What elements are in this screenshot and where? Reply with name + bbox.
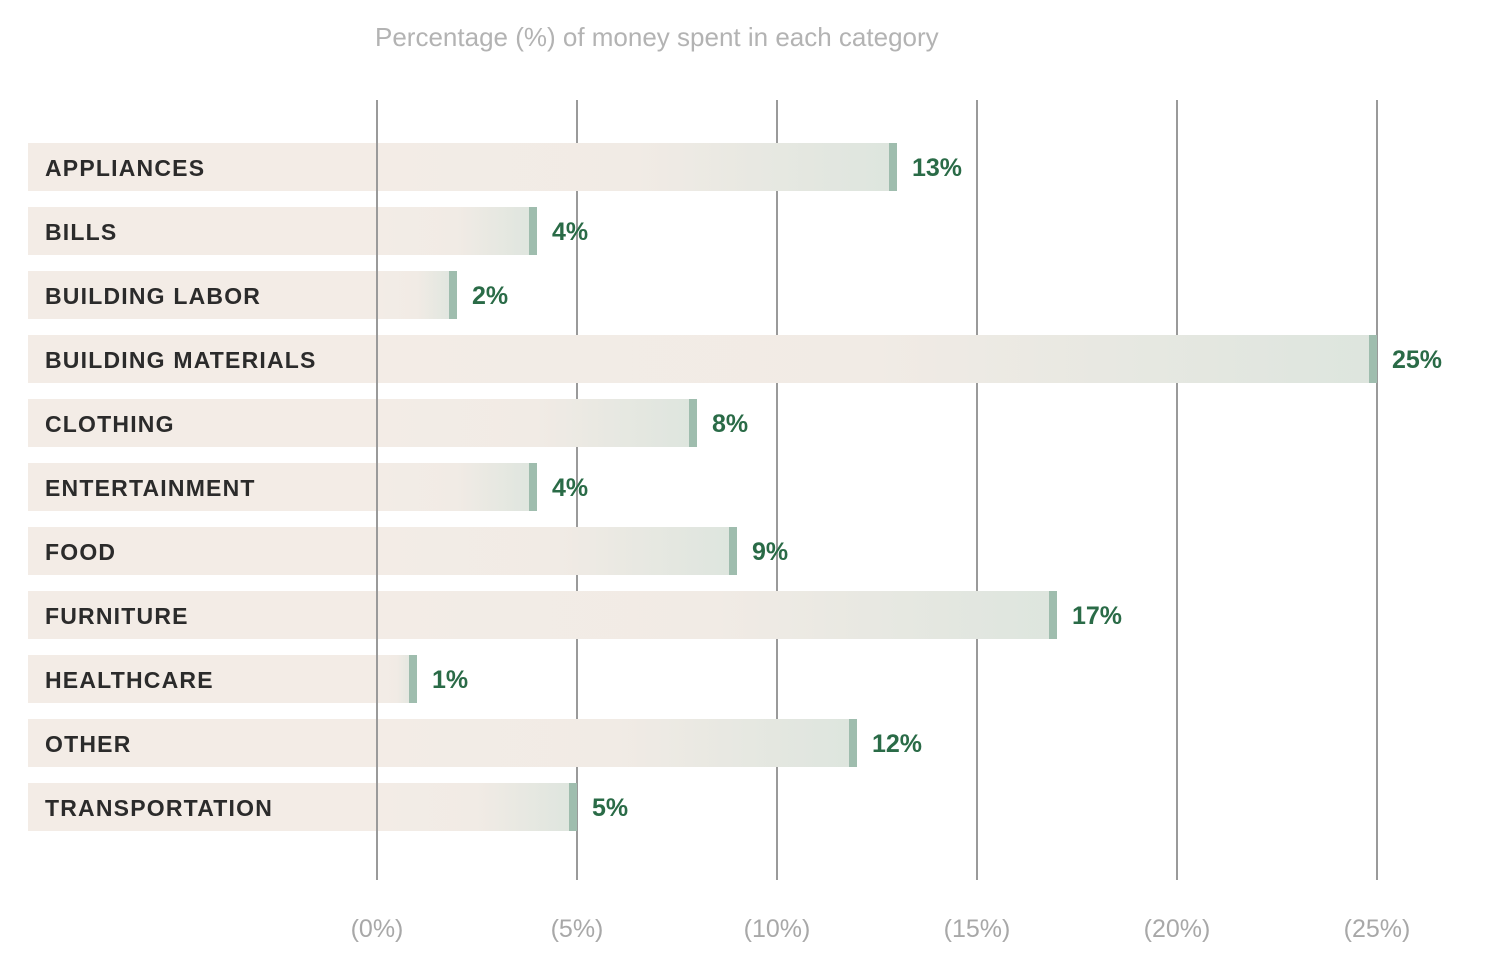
category-band [28, 271, 377, 319]
bar-end-cap [449, 271, 457, 319]
category-label: HEALTHCARE [45, 667, 214, 693]
gridline [776, 100, 778, 880]
category-label: TRANSPORTATION [45, 795, 274, 821]
bar [377, 271, 457, 319]
category-band [28, 719, 377, 767]
bar [377, 719, 857, 767]
x-tick-label: (10%) [743, 915, 811, 943]
gridline [1376, 100, 1378, 880]
category-label: ENTERTAINMENT [45, 475, 256, 501]
category-band [28, 527, 377, 575]
x-tick-label: (0%) [350, 915, 404, 943]
category-band [28, 207, 377, 255]
category-band [28, 591, 377, 639]
x-tick-label: (20%) [1143, 915, 1211, 943]
bar [377, 207, 537, 255]
data-label: 4% [552, 218, 589, 246]
category-label: CLOTHING [45, 411, 175, 437]
bar [377, 463, 537, 511]
category-label: OTHER [45, 731, 132, 757]
bar-end-cap [689, 399, 697, 447]
bar-end-cap [569, 783, 577, 831]
bar-end-cap [729, 527, 737, 575]
category-band [28, 463, 377, 511]
bar-end-cap [409, 655, 417, 703]
data-label: 25% [1392, 346, 1443, 374]
bar-end-cap [529, 207, 537, 255]
data-label: 9% [752, 538, 789, 566]
data-label: 12% [872, 730, 923, 758]
zero-axis-line [376, 100, 378, 880]
category-label: BUILDING MATERIALS [45, 347, 317, 373]
bar [377, 527, 737, 575]
data-label: 8% [712, 410, 749, 438]
bar [377, 399, 697, 447]
gridline [1176, 100, 1178, 880]
bar [377, 783, 577, 831]
category-label: BUILDING LABOR [45, 283, 262, 309]
chart-title-text: Percentage (%) of money spent in each ca… [375, 22, 939, 52]
gridline [976, 100, 978, 880]
bar-end-cap [1369, 335, 1377, 383]
category-label: BILLS [45, 219, 118, 245]
category-label: FURNITURE [45, 603, 189, 629]
bar-end-cap [849, 719, 857, 767]
bar-end-cap [1049, 591, 1057, 639]
bar-end-cap [529, 463, 537, 511]
data-label: 17% [1072, 602, 1123, 630]
x-tick-label: (25%) [1343, 915, 1411, 943]
category-band [28, 783, 377, 831]
bar [377, 591, 1057, 639]
category-band [28, 143, 377, 191]
data-label: 5% [592, 794, 629, 822]
category-band [28, 335, 377, 383]
data-label: 4% [552, 474, 589, 502]
category-label: FOOD [45, 539, 117, 565]
bar [377, 335, 1377, 383]
bar-end-cap [889, 143, 897, 191]
data-label: 1% [432, 666, 469, 694]
gridline [576, 100, 578, 880]
category-label: APPLIANCES [45, 155, 206, 181]
data-label: 2% [472, 282, 509, 310]
category-band [28, 655, 377, 703]
bar [377, 143, 897, 191]
category-band [28, 399, 377, 447]
data-label: 13% [912, 154, 963, 182]
x-tick-label: (5%) [550, 915, 604, 943]
x-tick-label: (15%) [943, 915, 1011, 943]
